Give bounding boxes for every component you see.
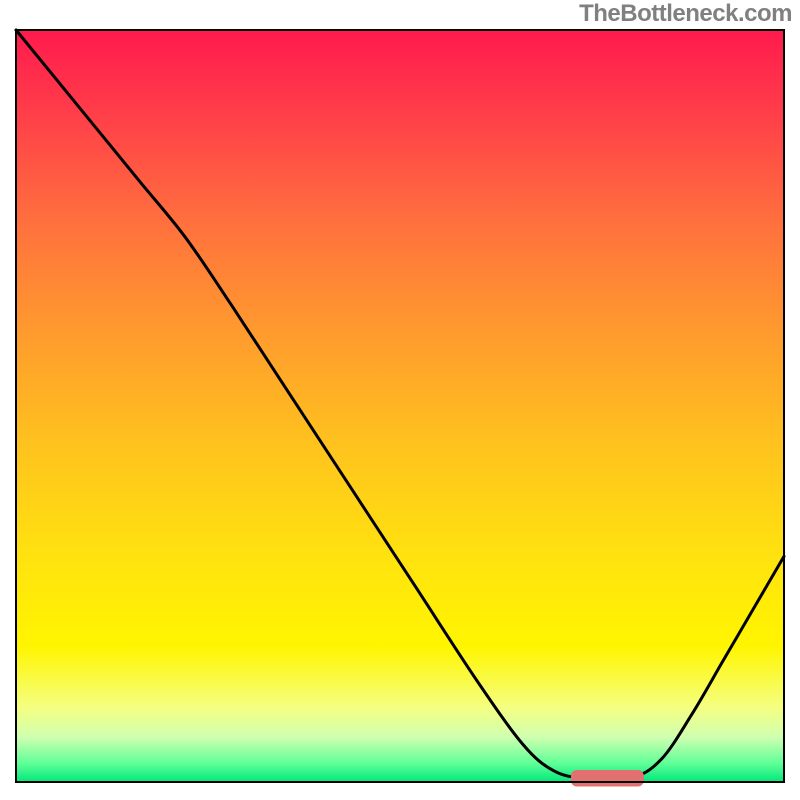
- chart-container: TheBottleneck.com: [0, 0, 800, 800]
- optimum-marker: [571, 770, 644, 787]
- plot-background: [16, 30, 784, 782]
- watermark-text: TheBottleneck.com: [579, 0, 792, 28]
- gradient-line-chart: [0, 0, 800, 800]
